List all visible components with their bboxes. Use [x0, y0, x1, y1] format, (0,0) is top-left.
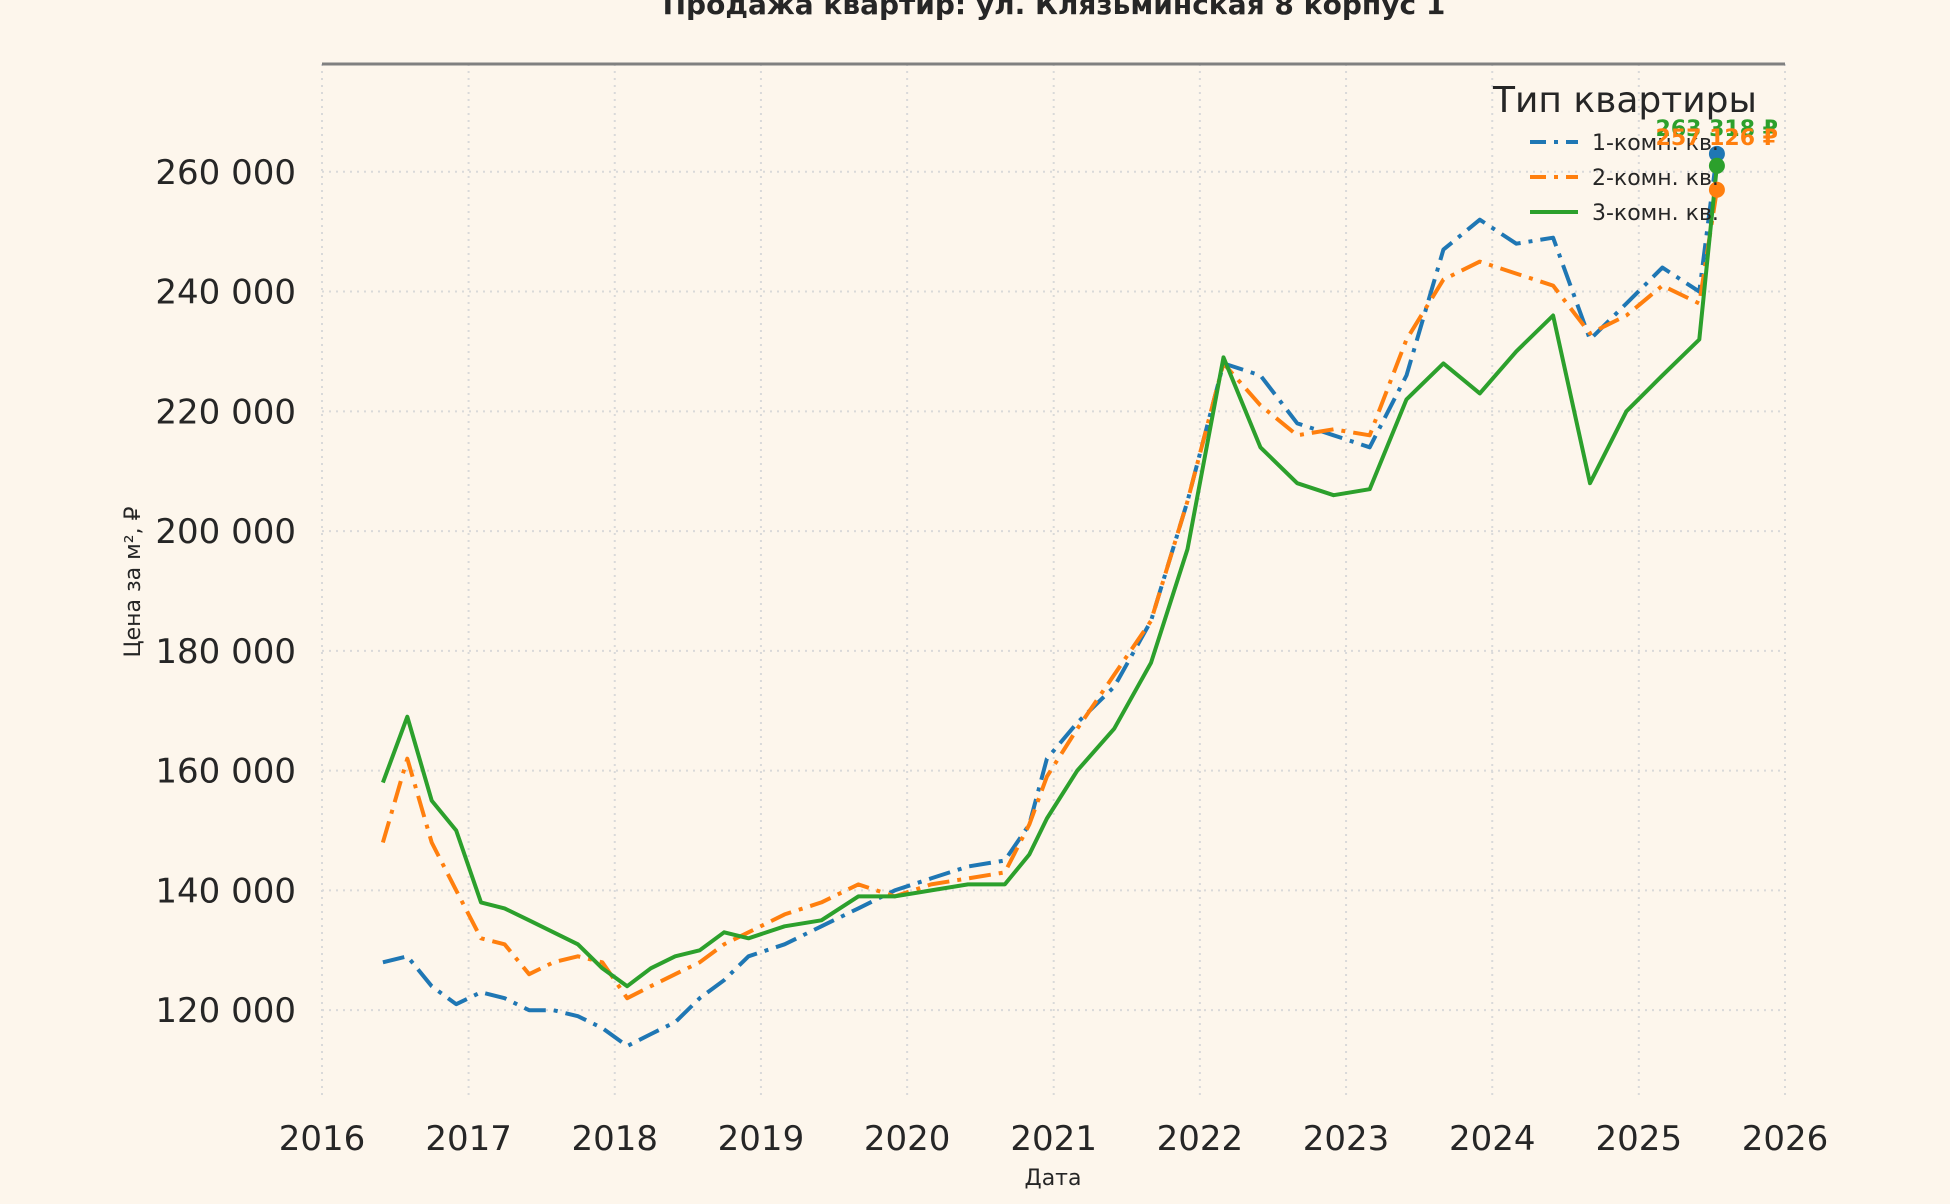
x-tick-label: 2026	[1742, 1119, 1829, 1159]
x-tick-label: 2020	[864, 1119, 951, 1159]
y-tick-label: 120 000	[155, 991, 296, 1031]
x-tick-label: 2023	[1303, 1119, 1390, 1159]
end-labels: 263 318 ₽257 126 ₽	[1656, 117, 1778, 151]
series-line-2	[380, 189, 1719, 1001]
y-tick-label: 160 000	[155, 752, 296, 792]
series-line-3	[381, 165, 1719, 989]
end-value-label: 263 318 ₽	[1656, 117, 1778, 142]
y-tick-label: 240 000	[155, 273, 296, 313]
chart-title: Продажа квартир: ул. Клязьминская 8 корп…	[663, 0, 1446, 21]
x-tick-label: 2021	[1010, 1119, 1097, 1159]
x-axis-ticks: 2016 2017 2018 2019 2020 2021 2022 2023 2024 2025…	[279, 1119, 1829, 1159]
y-tick-label: 140 000	[155, 871, 296, 911]
x-tick-label: 2025	[1596, 1119, 1683, 1159]
x-tick-label: 2017	[425, 1119, 512, 1159]
end-marker-3	[1708, 157, 1725, 174]
y-axis-label: Цена за м², ₽	[121, 506, 146, 657]
x-tick-label: 2019	[718, 1119, 805, 1159]
series-lines	[380, 153, 1719, 1049]
legend-label-2: 2-комн. кв.	[1592, 166, 1719, 191]
x-tick-label: 2018	[571, 1119, 658, 1159]
legend: Тип квартиры 1-комн. кв. 2-комн. кв. 3-ком…	[1492, 80, 1757, 226]
y-tick-label: 200 000	[155, 512, 296, 552]
end-markers	[1708, 145, 1725, 198]
y-tick-label: 220 000	[155, 392, 296, 432]
y-tick-label: 180 000	[155, 632, 296, 672]
x-tick-label: 2022	[1157, 1119, 1244, 1159]
grid	[321, 64, 1786, 1100]
legend-label-3: 3-комн. кв.	[1592, 201, 1719, 226]
series-line-1	[382, 153, 1719, 1049]
legend-label-1: 1-комн. кв.	[1592, 131, 1719, 156]
y-tick-label: 260 000	[155, 153, 296, 193]
end-value-label: 257 126 ₽	[1656, 126, 1778, 151]
end-marker-1	[1708, 145, 1725, 162]
x-tick-label: 2024	[1449, 1119, 1536, 1159]
legend-title: Тип квартиры	[1492, 80, 1757, 121]
x-axis-label: Дата	[1025, 1166, 1082, 1191]
x-tick-label: 2016	[279, 1119, 366, 1159]
end-marker-2	[1708, 181, 1725, 198]
y-axis-ticks: 120 000 140 000 160 000 180 000 200 000 220 0…	[155, 153, 296, 1031]
